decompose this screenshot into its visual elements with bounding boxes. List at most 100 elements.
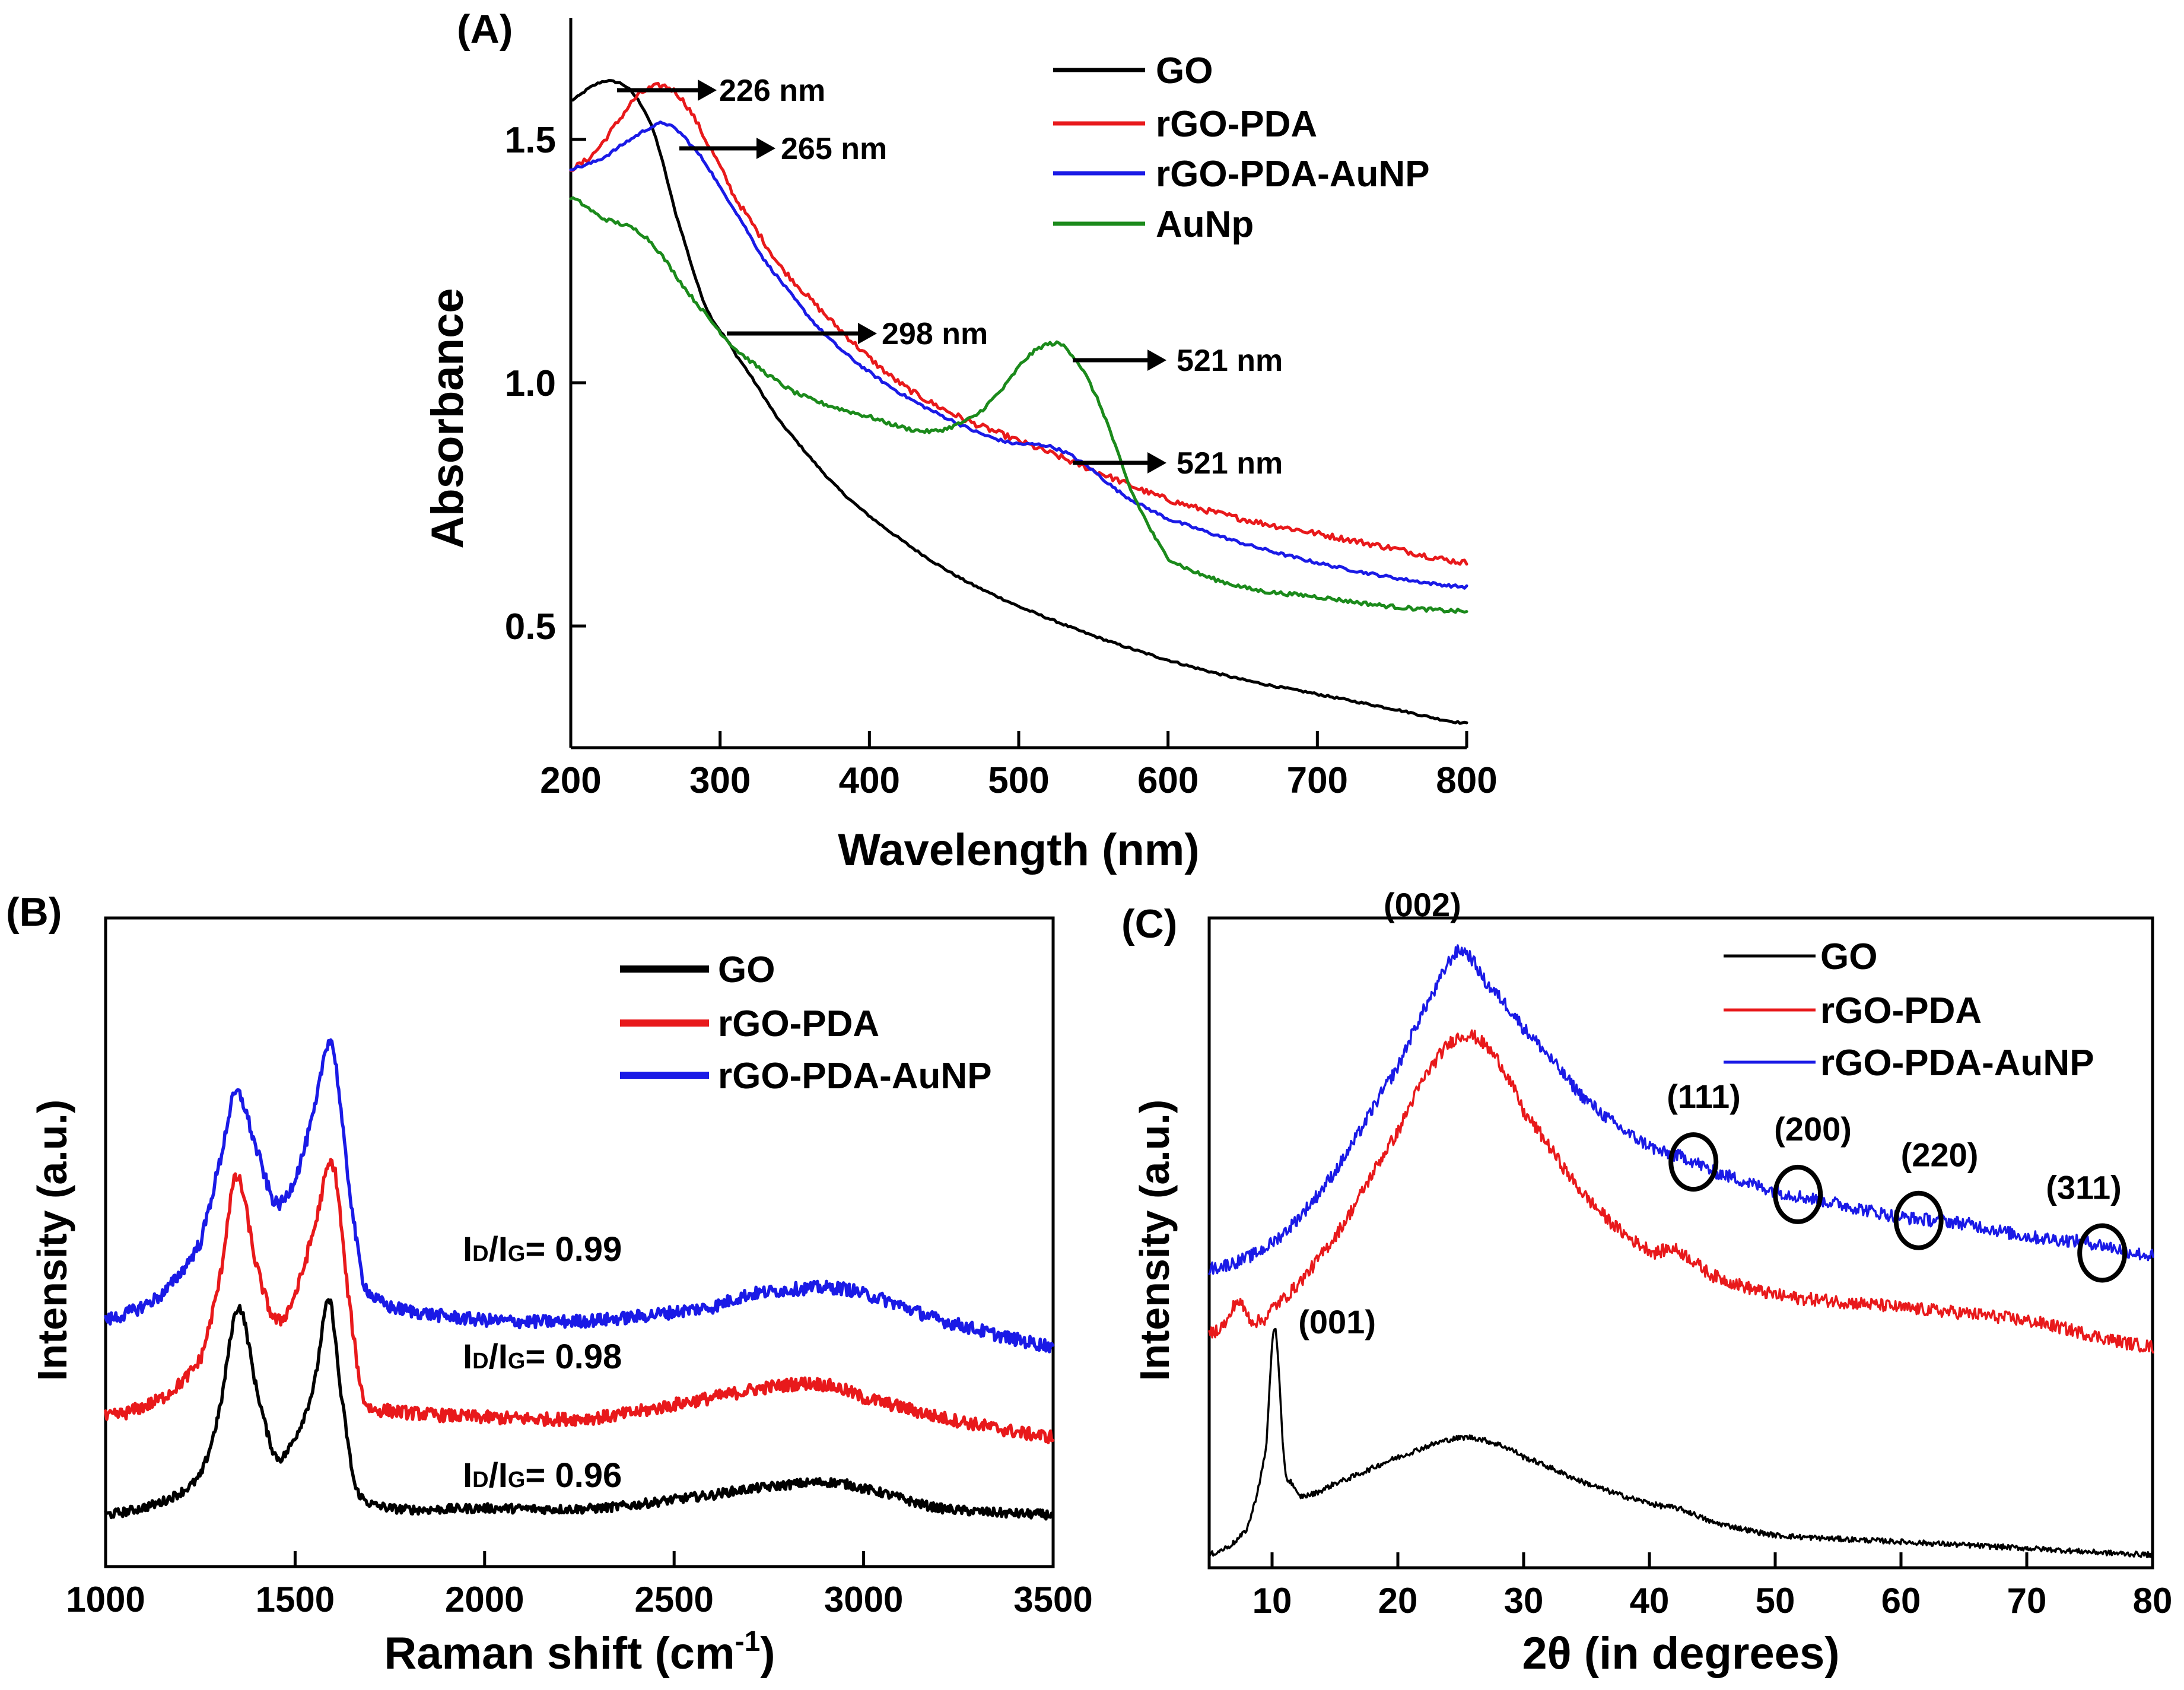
peak-circle [1668,1132,1719,1192]
ratio-label-rgo-pda: ID/IG= 0.98 [463,1338,622,1376]
legend-label-rgo-pda: rGO-PDA [718,1003,879,1044]
x-tick-label: 1000 [66,1580,145,1619]
arrow-298-head [858,323,877,344]
x-tick-label: 1500 [256,1580,335,1619]
series-line-aunp [569,196,1468,614]
panel-c-label: (C) [1121,901,1177,946]
peak-circle [1773,1164,1823,1224]
panel-c-x-axis-title: 2θ (in degrees) [1522,1628,1839,1679]
panel-a-annotations: 226 nm 265 nm 298 nm 521 nm 521 nm [617,74,1283,481]
legend-label-go: GO [1156,50,1213,91]
x-tick-label: 60 [1881,1581,1921,1621]
x-tick-label: 600 [1137,760,1199,801]
panel-a-series [569,79,1468,725]
panel-a-x-ticks: 200 300 400 500 600 700 800 [540,731,1498,801]
x-tick-label: 3000 [824,1580,903,1619]
series-line-go [1208,1327,2154,1558]
ratio-slash: /I [489,1338,508,1376]
peak-circle [2077,1223,2128,1283]
series-line-rgo-pda-aunp [104,1038,1055,1354]
x-tick-label: 10 [1252,1581,1292,1621]
panel-c-x-ticks: 10 20 30 40 50 60 70 80 [1252,1552,2173,1621]
panel-a-legend: GO rGO-PDA rGO-PDA-AuNP AuNp [1053,50,1430,245]
ratio-value: = 0.99 [525,1230,622,1269]
x-tick-label: 2500 [634,1580,713,1619]
ratio-label-go: ID/IG= 0.96 [463,1456,622,1495]
ratio-value: = 0.98 [525,1338,622,1376]
legend-label-rgo-pda-aunp: rGO-PDA-AuNP [1156,154,1430,195]
x-tick-label: 500 [988,760,1049,801]
peak-label: (001) [1298,1303,1376,1340]
annotation-298-nm: 298 nm [882,317,988,351]
panel-b-x-axis-title-end: ) [760,1628,775,1679]
ratio-i: I [463,1456,472,1495]
y-tick-label: 1.0 [505,363,556,404]
ratio-sub-g: G [508,1241,526,1266]
x-tick-label: 30 [1504,1581,1544,1621]
panel-c-legend: GO rGO-PDA rGO-PDA-AuNP [1724,936,2094,1084]
panel-c-xrd-chart: (C) 10 20 30 40 50 60 70 80 (002) (001) (111) (200… [1121,886,2172,1679]
x-tick-label: 400 [839,760,900,801]
series-line-rgo-pda-aunp [569,120,1468,590]
ratio-value: = 0.96 [525,1456,622,1495]
peak-circle [1893,1190,1944,1250]
ratio-i: I [463,1338,472,1376]
panel-c-frame [1207,916,2154,1570]
panel-a-uv-vis-chart: (A) 200 300 400 500 600 700 800 0.5 1.0 1.5 Wave… [422,7,1498,875]
panel-c-y-axis-title: Intensity (a.u.) [1131,1100,1178,1381]
x-tick-label: 80 [2133,1581,2173,1621]
x-tick-label: 70 [2007,1581,2047,1621]
panel-b-frame [104,916,1055,1568]
x-tick-label: 700 [1287,760,1348,801]
panel-b-ratio-annotations: ID/IG= 0.99 ID/IG= 0.98 ID/IG= 0.96 [463,1230,622,1495]
panel-b-x-ticks: 1000 1500 2000 2500 3000 3500 [66,1551,1093,1619]
ratio-i: I [463,1230,472,1269]
panel-b-raman-chart: (B) 1000 1500 2000 2500 3000 3500 Raman shift… [6,890,1093,1679]
peak-label: (111) [1667,1078,1741,1115]
annotation-521-nm-aunp: 521 nm [1177,344,1283,378]
series-line-rgo-pda [104,1158,1055,1444]
ratio-slash: /I [489,1456,508,1495]
peak-label: (220) [1901,1136,1979,1174]
ratio-sub-g: G [508,1467,526,1492]
ratio-sub-d: D [472,1241,488,1266]
panel-b-x-axis-title-sup: -1 [735,1626,761,1657]
legend-label-rgo-pda: rGO-PDA [1156,104,1317,145]
panel-b-legend: GO rGO-PDA rGO-PDA-AuNP [620,949,992,1097]
panel-c-series [1208,944,2154,1558]
panel-a-y-ticks: 0.5 1.0 1.5 [505,120,586,647]
panel-b-x-axis-title-main: Raman shift (cm [384,1628,735,1679]
panel-b-x-axis-title: Raman shift (cm-1) [384,1626,775,1679]
x-tick-label: 800 [1436,760,1497,801]
peak-label: (002) [1384,886,1461,923]
legend-label-rgo-pda: rGO-PDA [1820,990,1982,1031]
legend-label-rgo-pda-aunp: rGO-PDA-AuNP [718,1056,992,1097]
panel-a-x-axis-title: Wavelength (nm) [838,825,1199,875]
x-tick-label: 20 [1378,1581,1418,1621]
panel-c-annotations: (002) (001) (111) (200) (220) (311) [1298,886,2128,1340]
x-tick-label: 300 [689,760,751,801]
peak-label: (200) [1774,1110,1852,1148]
peak-label: (311) [2046,1168,2122,1206]
panel-b-label: (B) [6,890,62,935]
legend-label-rgo-pda-aunp: rGO-PDA-AuNP [1820,1043,2094,1084]
x-tick-label: 2000 [445,1580,524,1619]
ratio-label-rgo-pda-aunp: ID/IG= 0.99 [463,1230,622,1269]
series-line-rgo-pda-aunp [1208,944,2154,1275]
legend-label-go: GO [718,949,775,990]
panel-a-y-axis-title: Absorbance [422,288,473,548]
arrow-521-aunp-head [1147,350,1166,371]
annotation-226-nm: 226 nm [719,74,825,108]
ratio-sub-d: D [472,1349,488,1374]
series-line-rgo-pda [569,81,1468,566]
series-line-go [104,1298,1055,1521]
panel-a-label: (A) [457,7,513,52]
annotation-521-nm-composite: 521 nm [1177,446,1283,481]
panel-b-series [104,1038,1055,1521]
arrow-265-head [756,138,775,159]
annotation-265-nm: 265 nm [781,132,887,166]
panel-b-y-axis-title: Intensity (a.u.) [29,1100,75,1381]
x-tick-label: 40 [1630,1581,1670,1621]
y-tick-label: 0.5 [505,606,556,647]
